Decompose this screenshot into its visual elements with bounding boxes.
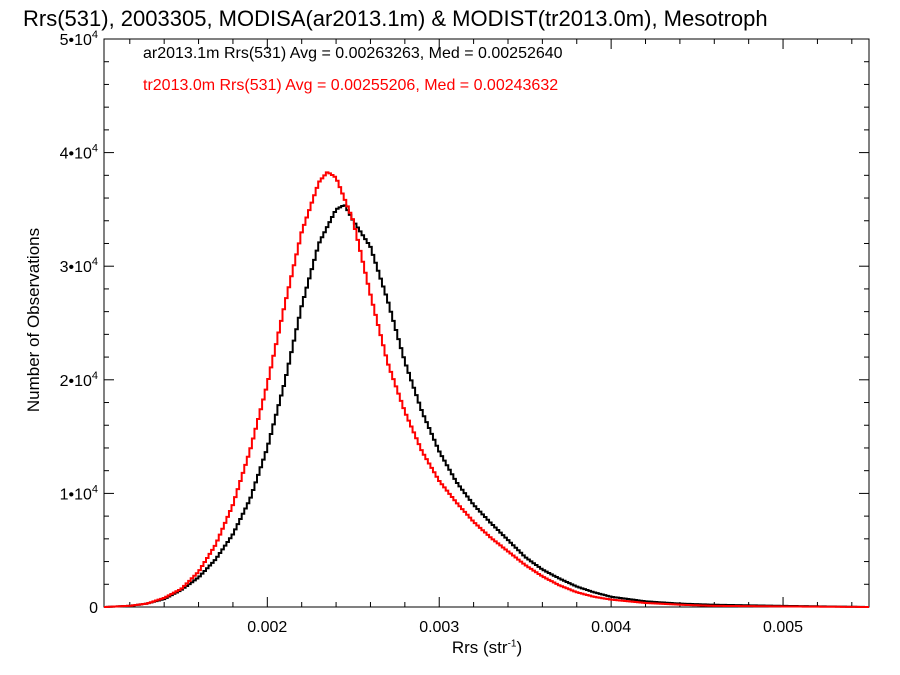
chart-title: Rrs(531), 2003305, MODISA(ar2013.1m) & M… [23,6,768,31]
x-tick-label: 0.002 [247,619,287,636]
x-tick-label: 0.004 [591,619,631,636]
legend-entry-tr2013: tr2013.0m Rrs(531) Avg = 0.00255206, Med… [143,77,559,94]
x-axis-label: Rrs (str-1) [451,638,523,657]
y-tick-label: 0 [89,600,98,617]
legend-entry-ar2013: ar2013.1m Rrs(531) Avg = 0.00263263, Med… [143,45,563,62]
x-tick-label: 0.003 [419,619,459,636]
y-axis-label: Number of Observations [24,227,43,413]
series-line-ar2013-1m [104,204,869,608]
y-tick-label: 5•104 [60,29,98,49]
series-line-tr2013-0m [104,171,869,608]
x-tick-label: 0.005 [763,619,803,636]
plot-frame [103,38,870,608]
y-tick-label: 2•104 [60,370,98,390]
y-tick-label: 1•104 [60,483,98,503]
y-tick-label: 3•104 [60,256,98,276]
y-tick-label: 4•104 [60,143,98,163]
